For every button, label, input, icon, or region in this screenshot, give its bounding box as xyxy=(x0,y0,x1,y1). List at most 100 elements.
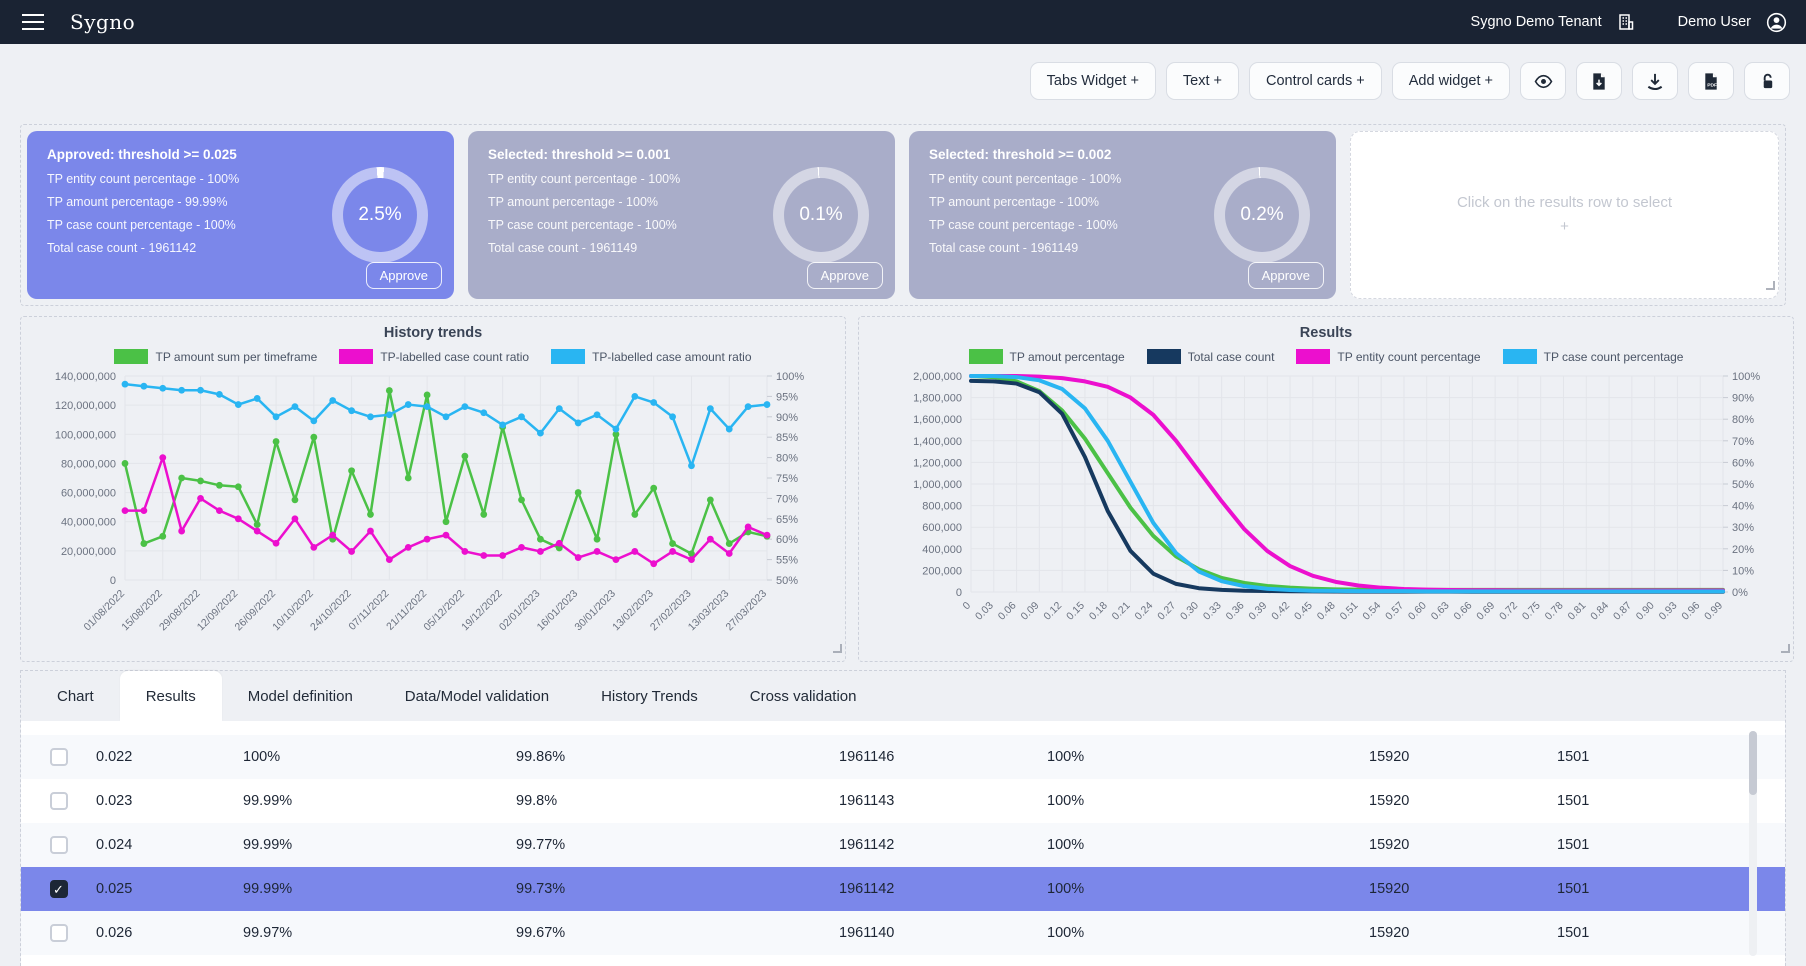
svg-text:1,600,000: 1,600,000 xyxy=(913,414,962,426)
row-checkbox[interactable] xyxy=(50,836,68,854)
tab-history-trends[interactable]: History Trends xyxy=(575,671,724,721)
legend-item[interactable]: Total case count xyxy=(1147,349,1275,364)
tab-cross-validation[interactable]: Cross validation xyxy=(724,671,883,721)
resize-handle-icon[interactable] xyxy=(1765,277,1775,295)
card-title: Selected: threshold >= 0.001 xyxy=(488,147,875,162)
toolbar-button-text[interactable]: Text + xyxy=(1166,62,1239,100)
tab-chart[interactable]: Chart xyxy=(31,671,120,721)
menu-icon[interactable] xyxy=(18,10,48,34)
toolbar-button-tabs-widget[interactable]: Tabs Widget + xyxy=(1030,62,1156,100)
legend-swatch xyxy=(339,349,373,364)
resize-handle-icon[interactable] xyxy=(1780,640,1790,658)
approve-button[interactable]: Approve xyxy=(366,262,442,289)
placeholder-text: Click on the results row to select + xyxy=(1455,191,1675,239)
donut-value: 0.2% xyxy=(1240,204,1283,226)
svg-text:100,000,000: 100,000,000 xyxy=(55,429,116,441)
legend-item[interactable]: TP amount sum per timeframe xyxy=(114,349,317,364)
table-cell: 15920 xyxy=(1369,749,1557,765)
legend-item[interactable]: TP amout percentage xyxy=(969,349,1125,364)
user-avatar-icon[interactable] xyxy=(1765,11,1788,34)
file-export-icon[interactable] xyxy=(1576,62,1622,100)
svg-text:90%: 90% xyxy=(776,412,798,424)
svg-text:55%: 55% xyxy=(776,555,798,567)
svg-text:0.78: 0.78 xyxy=(1543,600,1566,623)
svg-text:0.39: 0.39 xyxy=(1246,600,1269,623)
svg-text:0.03: 0.03 xyxy=(973,600,996,623)
toolbar-button-add-widget[interactable]: Add widget + xyxy=(1392,62,1510,100)
legend-item[interactable]: TP-labelled case count ratio xyxy=(339,349,529,364)
history-trends-chart: 01/08/202215/08/202229/08/202212/09/2022… xyxy=(25,366,841,654)
svg-text:0.66: 0.66 xyxy=(1452,600,1475,623)
toolbar-button-control-cards[interactable]: Control cards + xyxy=(1249,62,1382,100)
row-checkbox[interactable] xyxy=(50,924,68,942)
table-cell: 15920 xyxy=(1369,925,1557,941)
svg-text:30%: 30% xyxy=(1732,522,1754,534)
table-cell: 99.99% xyxy=(243,881,516,897)
table-cell: 100% xyxy=(1047,881,1369,897)
svg-text:70%: 70% xyxy=(776,493,798,505)
row-checkbox[interactable] xyxy=(50,792,68,810)
tab-data-model-validation[interactable]: Data/Model validation xyxy=(379,671,575,721)
table-row[interactable]: 0.02399.99%99.8%1961143100%159201501 xyxy=(21,779,1785,823)
pdf-export-icon[interactable]: PDF xyxy=(1688,62,1734,100)
threshold-card-0[interactable]: Approved: threshold >= 0.025TP entity co… xyxy=(27,131,454,299)
svg-text:0.81: 0.81 xyxy=(1565,600,1588,623)
legend-swatch xyxy=(551,349,585,364)
threshold-card-2[interactable]: Selected: threshold >= 0.002TP entity co… xyxy=(909,131,1336,299)
svg-text:800,000: 800,000 xyxy=(922,501,962,513)
unlock-icon[interactable] xyxy=(1744,62,1790,100)
svg-text:0.36: 0.36 xyxy=(1224,600,1247,623)
svg-text:0.75: 0.75 xyxy=(1520,600,1543,623)
donut-chart: 0.2% xyxy=(1214,167,1310,263)
svg-text:0.96: 0.96 xyxy=(1679,600,1702,623)
table-row[interactable]: 0.02699.97%99.67%1961140100%159201501 xyxy=(21,911,1785,955)
tab-bar: ChartResultsModel definitionData/Model v… xyxy=(21,671,1785,721)
placeholder-card[interactable]: Click on the results row to select + xyxy=(1350,131,1779,299)
tenant-name[interactable]: Sygno Demo Tenant xyxy=(1471,14,1602,30)
table-scrollbar[interactable] xyxy=(1749,731,1757,956)
legend-item[interactable]: TP-labelled case amount ratio xyxy=(551,349,751,364)
table-cell: 15920 xyxy=(1369,881,1557,897)
table-cell: 99.67% xyxy=(516,925,839,941)
svg-text:90%: 90% xyxy=(1732,393,1754,405)
approve-button[interactable]: Approve xyxy=(807,262,883,289)
threshold-card-1[interactable]: Selected: threshold >= 0.001TP entity co… xyxy=(468,131,895,299)
svg-text:0: 0 xyxy=(961,600,974,613)
svg-text:0.06: 0.06 xyxy=(996,600,1019,623)
svg-text:60%: 60% xyxy=(776,534,798,546)
table-cell: 100% xyxy=(1047,925,1369,941)
table-cell: 99.99% xyxy=(243,837,516,853)
row-checkbox[interactable]: ✓ xyxy=(50,880,68,898)
svg-text:50%: 50% xyxy=(776,575,798,587)
legend-item[interactable]: TP entity count percentage xyxy=(1296,349,1480,364)
eye-icon[interactable] xyxy=(1520,62,1566,100)
resize-handle-icon[interactable] xyxy=(832,640,842,658)
user-name[interactable]: Demo User xyxy=(1678,14,1751,30)
svg-text:0.45: 0.45 xyxy=(1292,600,1315,623)
svg-text:0.15: 0.15 xyxy=(1064,600,1087,623)
brand-logo[interactable]: Sygno xyxy=(70,10,135,34)
svg-text:0.69: 0.69 xyxy=(1474,600,1497,623)
table-row[interactable]: 0.022100%99.86%1961146100%159201501 xyxy=(21,735,1785,779)
table-row[interactable]: 0.02499.99%99.77%1961142100%159201501 xyxy=(21,823,1785,867)
history-trends-panel: History trends TP amount sum per timefra… xyxy=(20,316,846,662)
table-cell: 99.97% xyxy=(243,925,516,941)
tab-model-definition[interactable]: Model definition xyxy=(222,671,379,721)
svg-text:0%: 0% xyxy=(1732,587,1748,599)
svg-text:0.24: 0.24 xyxy=(1132,600,1155,623)
svg-text:0.84: 0.84 xyxy=(1588,600,1611,623)
table-cell: 99.99% xyxy=(243,793,516,809)
table-row[interactable]: ✓0.02599.99%99.73%1961142100%159201501 xyxy=(21,867,1785,911)
svg-text:1,200,000: 1,200,000 xyxy=(913,457,962,469)
building-icon[interactable] xyxy=(1616,12,1636,32)
row-checkbox[interactable] xyxy=(50,748,68,766)
history-trends-legend: TP amount sum per timeframe TP-labelled c… xyxy=(25,349,841,364)
legend-item[interactable]: TP case count percentage xyxy=(1503,349,1684,364)
download-icon[interactable] xyxy=(1632,62,1678,100)
svg-text:0: 0 xyxy=(956,587,962,599)
tab-results[interactable]: Results xyxy=(120,671,222,721)
scrollbar-thumb[interactable] xyxy=(1749,731,1757,795)
table-cell: 100% xyxy=(1047,793,1369,809)
table-cell: 99.73% xyxy=(516,881,839,897)
approve-button[interactable]: Approve xyxy=(1248,262,1324,289)
